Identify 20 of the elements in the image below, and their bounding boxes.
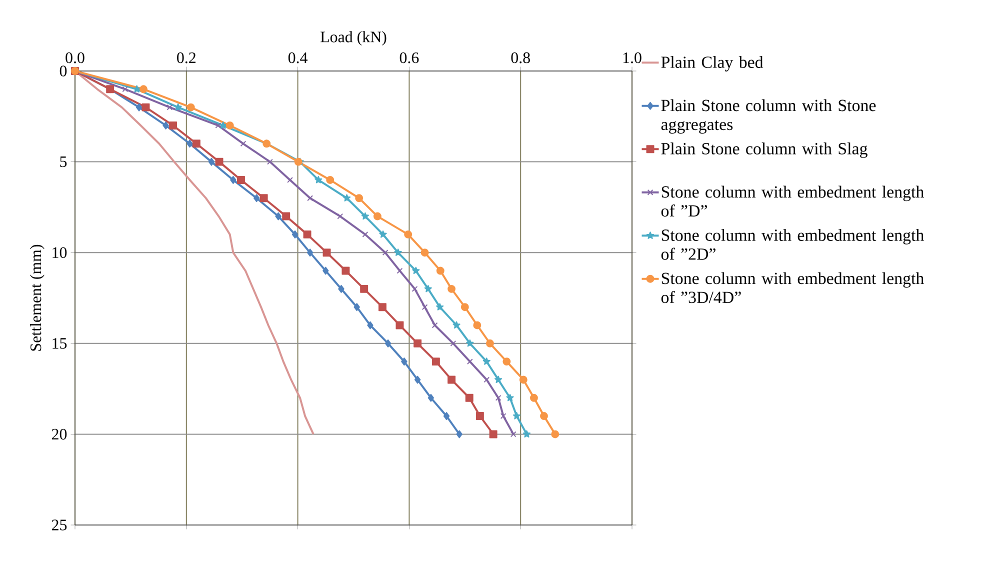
legend-label: Stone column with embedment length of ”3D/4D” (661, 272, 924, 304)
x-tick-label: 1.0 (623, 52, 642, 64)
x-tick-label: 0.4 (288, 52, 308, 64)
legend-label: Stone column with embedment length of ”D” (661, 186, 924, 217)
legend-label: Plain Stone column with Stone aggregates (661, 99, 876, 134)
x-tick-label: 0.2 (177, 52, 196, 64)
y-tick-label: 5 (60, 156, 67, 168)
x-axis-title: Load (kN) (320, 31, 386, 46)
x-tick-label: 0.8 (511, 52, 530, 64)
legend-label: Plain Stone column with Slag (661, 142, 868, 158)
y-axis-title: Settlement (mm) (30, 244, 44, 351)
x-tick-label: 0.6 (400, 52, 419, 64)
legend-label: Plain Clay bed (661, 56, 764, 72)
y-tick-label: 0 (60, 66, 67, 76)
y-tick-label: 20 (52, 428, 67, 440)
y-tick-label: 25 (52, 520, 67, 530)
y-tick-label: 10 (52, 247, 67, 258)
legend-label: Stone column with embedment length of ”2D” (661, 228, 924, 260)
y-tick-label: 15 (52, 338, 67, 349)
x-tick-label: 0.0 (66, 52, 84, 64)
